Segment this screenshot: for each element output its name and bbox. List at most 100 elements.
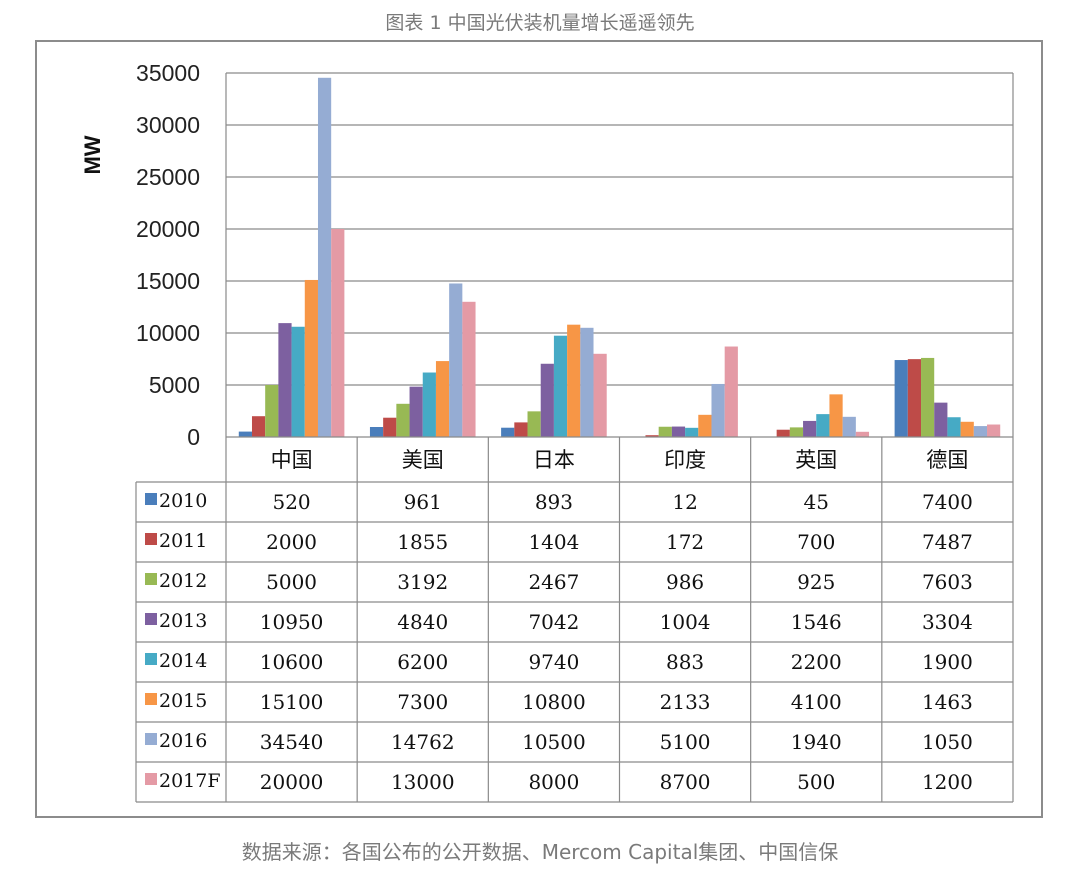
legend-series-name: 2010 xyxy=(159,490,207,512)
y-axis-title: MW xyxy=(80,135,105,174)
bar xyxy=(462,301,476,437)
legend-swatch xyxy=(145,733,157,745)
bar xyxy=(685,427,699,437)
data-table-cell: 2467 xyxy=(528,570,579,594)
data-table-cell: 172 xyxy=(666,530,704,554)
bar xyxy=(331,229,345,437)
data-table-cell: 8000 xyxy=(528,770,579,794)
data-table-cell: 961 xyxy=(404,490,442,514)
data-table-cell: 20000 xyxy=(260,770,324,794)
data-table-cell: 14762 xyxy=(391,730,455,754)
category-label: 英国 xyxy=(795,448,837,472)
data-table-cell: 10950 xyxy=(260,610,324,634)
bar xyxy=(947,417,961,437)
bar xyxy=(278,323,292,437)
legend-swatch xyxy=(145,693,157,705)
data-table-cell: 925 xyxy=(797,570,835,594)
data-table-cell: 1200 xyxy=(922,770,973,794)
legend-series-name: 2016 xyxy=(159,730,207,752)
bar xyxy=(422,372,436,437)
bar xyxy=(934,402,948,437)
legend-series-name: 2014 xyxy=(159,650,207,672)
legend-swatch xyxy=(145,493,157,505)
legend-series-name: 2012 xyxy=(159,570,207,592)
data-table-cell: 10800 xyxy=(522,690,586,714)
bar xyxy=(842,416,856,437)
data-table-cell: 3192 xyxy=(397,570,448,594)
data-table-cell: 1404 xyxy=(528,530,579,554)
bar xyxy=(973,426,988,437)
legend-series-name: 2011 xyxy=(159,530,207,552)
y-tick-label: 35000 xyxy=(136,60,200,86)
legend-swatch xyxy=(145,573,157,585)
legend-series-name: 2013 xyxy=(159,610,207,632)
data-table-cell: 34540 xyxy=(260,730,324,754)
data-table-cell: 700 xyxy=(797,530,835,554)
data-table-cell: 3304 xyxy=(922,610,973,634)
bar xyxy=(369,427,384,437)
data-table-cell: 12 xyxy=(672,490,697,514)
chart-caption-source: 数据来源：各国公布的公开数据、Mercom Capital集团、中国信保 xyxy=(241,840,839,864)
bar xyxy=(776,429,790,437)
data-table-cell: 7042 xyxy=(528,610,579,634)
bar xyxy=(960,421,974,437)
bar xyxy=(711,383,725,437)
data-table-cell: 8700 xyxy=(660,770,711,794)
bar xyxy=(698,414,712,437)
data-table-cell: 1855 xyxy=(397,530,448,554)
bar xyxy=(291,326,305,437)
data-table-cell: 15100 xyxy=(260,690,324,714)
bar xyxy=(553,335,568,437)
data-table-cell: 4840 xyxy=(397,610,448,634)
bar xyxy=(803,420,817,437)
bar xyxy=(501,427,515,437)
y-tick-label: 20000 xyxy=(136,216,200,242)
bar xyxy=(816,414,830,437)
data-table-cell: 2000 xyxy=(266,530,317,554)
data-table-cell: 7300 xyxy=(397,690,448,714)
data-table-cell: 10500 xyxy=(522,730,586,754)
bar xyxy=(658,426,672,437)
bar xyxy=(409,386,423,437)
bar xyxy=(449,283,463,437)
legend-series-name: 2017F xyxy=(159,770,221,792)
bar xyxy=(514,422,528,437)
bar xyxy=(527,411,541,437)
bar xyxy=(580,327,594,437)
data-table-cell: 883 xyxy=(666,650,704,674)
bar xyxy=(724,346,738,437)
bar xyxy=(593,353,607,437)
bar xyxy=(396,403,410,437)
bar xyxy=(987,424,1001,437)
data-table-cell: 986 xyxy=(666,570,704,594)
bar xyxy=(435,361,450,437)
legend-swatch xyxy=(145,653,157,665)
data-table-cell: 1546 xyxy=(791,610,842,634)
bar xyxy=(567,324,581,437)
data-table-cell: 2133 xyxy=(660,690,711,714)
data-table-cell: 13000 xyxy=(391,770,455,794)
category-label: 德国 xyxy=(926,448,968,472)
bar xyxy=(304,279,318,437)
bar xyxy=(789,427,804,437)
bar xyxy=(829,394,843,437)
data-table-cell: 1900 xyxy=(922,650,973,674)
legend-swatch xyxy=(145,773,157,785)
data-table-cell: 7487 xyxy=(922,530,973,554)
bar xyxy=(894,360,908,437)
category-label: 中国 xyxy=(271,448,313,472)
data-table-cell: 4100 xyxy=(791,690,842,714)
y-tick-label: 10000 xyxy=(136,320,200,346)
data-table-cell: 1004 xyxy=(660,610,711,634)
data-table-cell: 893 xyxy=(535,490,573,514)
data-table-cell: 6200 xyxy=(397,650,448,674)
data-table-cell: 5000 xyxy=(266,570,317,594)
legend-swatch xyxy=(145,533,157,545)
bar xyxy=(671,426,686,437)
data-table-cell: 2200 xyxy=(791,650,842,674)
category-label: 日本 xyxy=(533,448,575,472)
y-tick-label: 25000 xyxy=(136,164,200,190)
data-table-cell: 7400 xyxy=(922,490,973,514)
bar xyxy=(317,77,332,437)
